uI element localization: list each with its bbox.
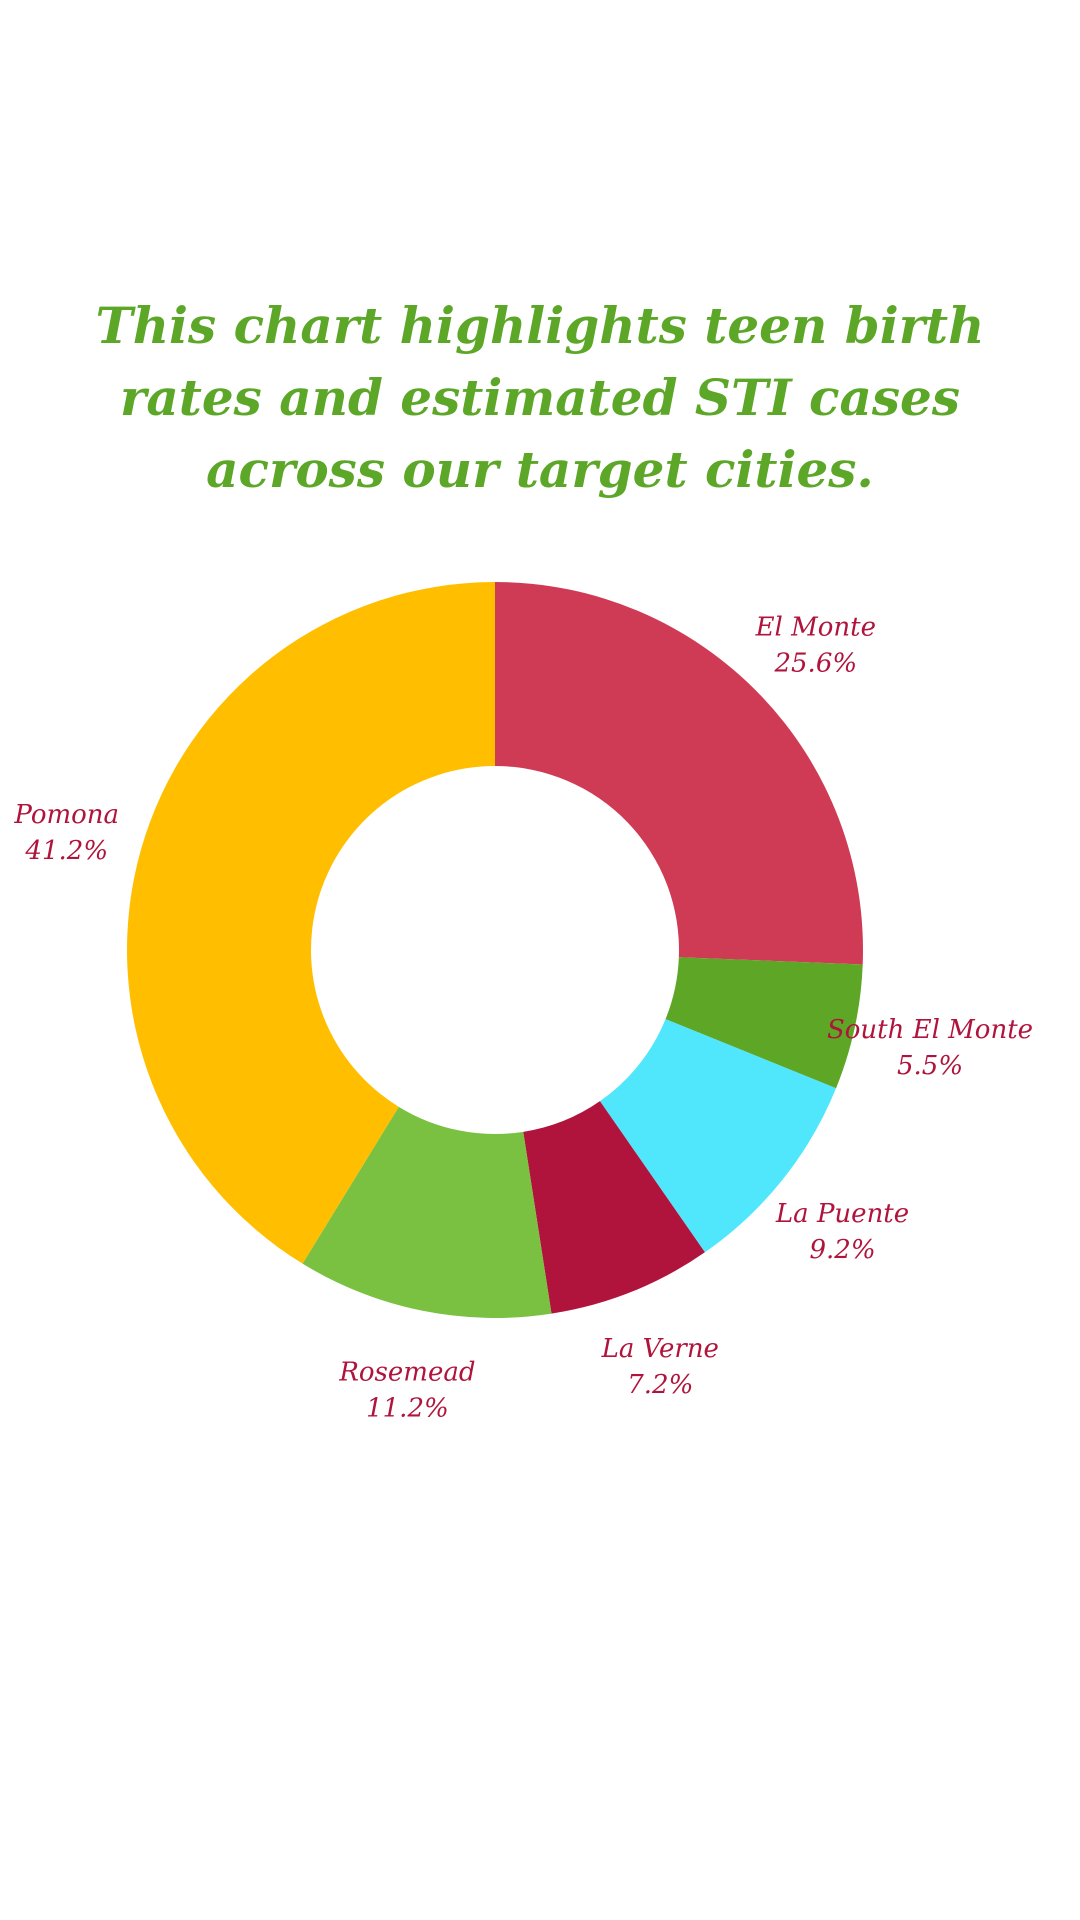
slice-rosemead[interactable] — [302, 1106, 552, 1318]
slice-label-south-el-monte: South El Monte 5.5% — [827, 1015, 1033, 1081]
slice-label-la-verne: La Verne 7.2% — [601, 1334, 719, 1400]
slice-label-rosemead: Rosemead 11.2% — [338, 1357, 475, 1423]
slice-label-value: 7.2% — [627, 1370, 693, 1400]
chart-title: This chart highlights teen birth rates a… — [95, 296, 985, 499]
slice-label-name: Pomona — [13, 800, 119, 830]
slice-labels: El Monte 25.6% South El Monte 5.5% La Puente… — [13, 613, 1033, 1424]
slice-label-el-monte: El Monte 25.6% — [755, 613, 876, 679]
slice-label-name: La Verne — [601, 1334, 719, 1364]
slice-label-name: El Monte — [755, 613, 876, 643]
slice-label-value: 11.2% — [366, 1393, 449, 1423]
slice-label-pomona: Pomona 41.2% — [13, 800, 119, 866]
slice-label-value: 41.2% — [24, 836, 108, 866]
slice-label-name: South El Monte — [827, 1015, 1033, 1045]
donut-slices — [126, 582, 863, 1318]
slice-south-el-monte[interactable] — [665, 957, 863, 1089]
slice-pomona[interactable] — [126, 582, 495, 1264]
slice-label-value: 9.2% — [810, 1235, 876, 1265]
slice-el-monte[interactable] — [495, 582, 863, 965]
slice-la-verne[interactable] — [523, 1101, 705, 1314]
slice-label-value: 5.5% — [897, 1051, 963, 1081]
slice-la-puente[interactable] — [599, 1019, 837, 1253]
slice-label-name: La Puente — [775, 1199, 909, 1229]
slice-label-name: Rosemead — [338, 1357, 475, 1387]
slice-label-la-puente: La Puente 9.2% — [775, 1199, 909, 1265]
slice-label-value: 25.6% — [773, 649, 857, 679]
